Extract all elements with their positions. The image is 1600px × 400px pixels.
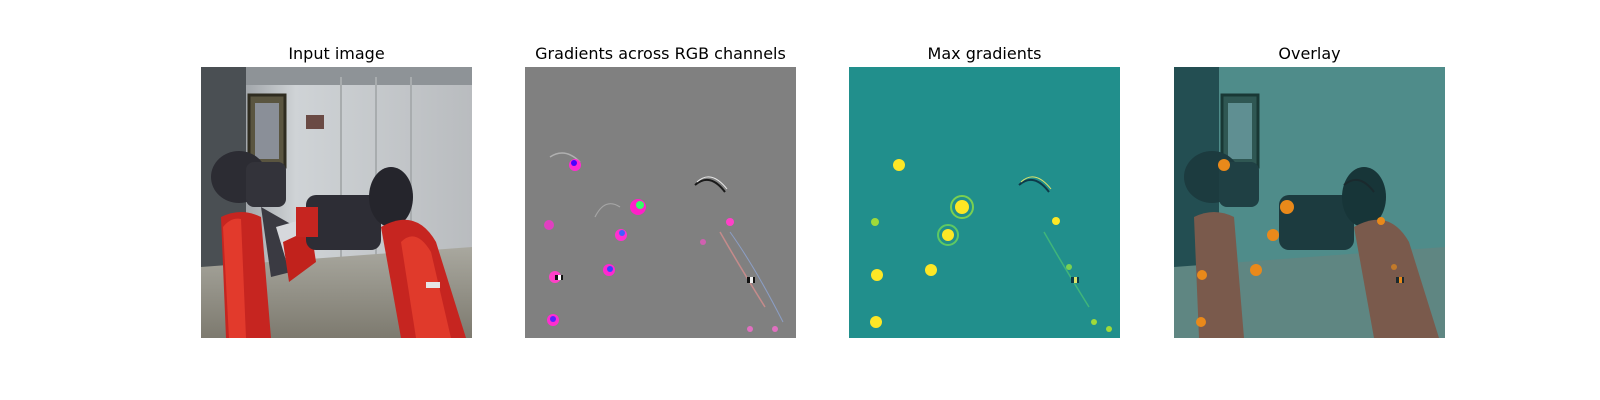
input-image: [201, 67, 472, 338]
panel-input-image: Input image: [201, 0, 472, 400]
overlay-image: [1174, 67, 1445, 338]
panel-max-gradients: Max gradients: [849, 0, 1120, 400]
panel-title: Overlay: [1278, 44, 1341, 63]
panel-title: Gradients across RGB channels: [535, 44, 786, 63]
max-gradients-image: [849, 67, 1120, 338]
rgb-gradients-image: [525, 67, 796, 338]
panel-overlay: Overlay: [1174, 0, 1445, 400]
panel-title: Max gradients: [927, 44, 1042, 63]
panel-title: Input image: [288, 44, 385, 63]
panel-rgb-gradients: Gradients across RGB channels: [525, 0, 796, 400]
